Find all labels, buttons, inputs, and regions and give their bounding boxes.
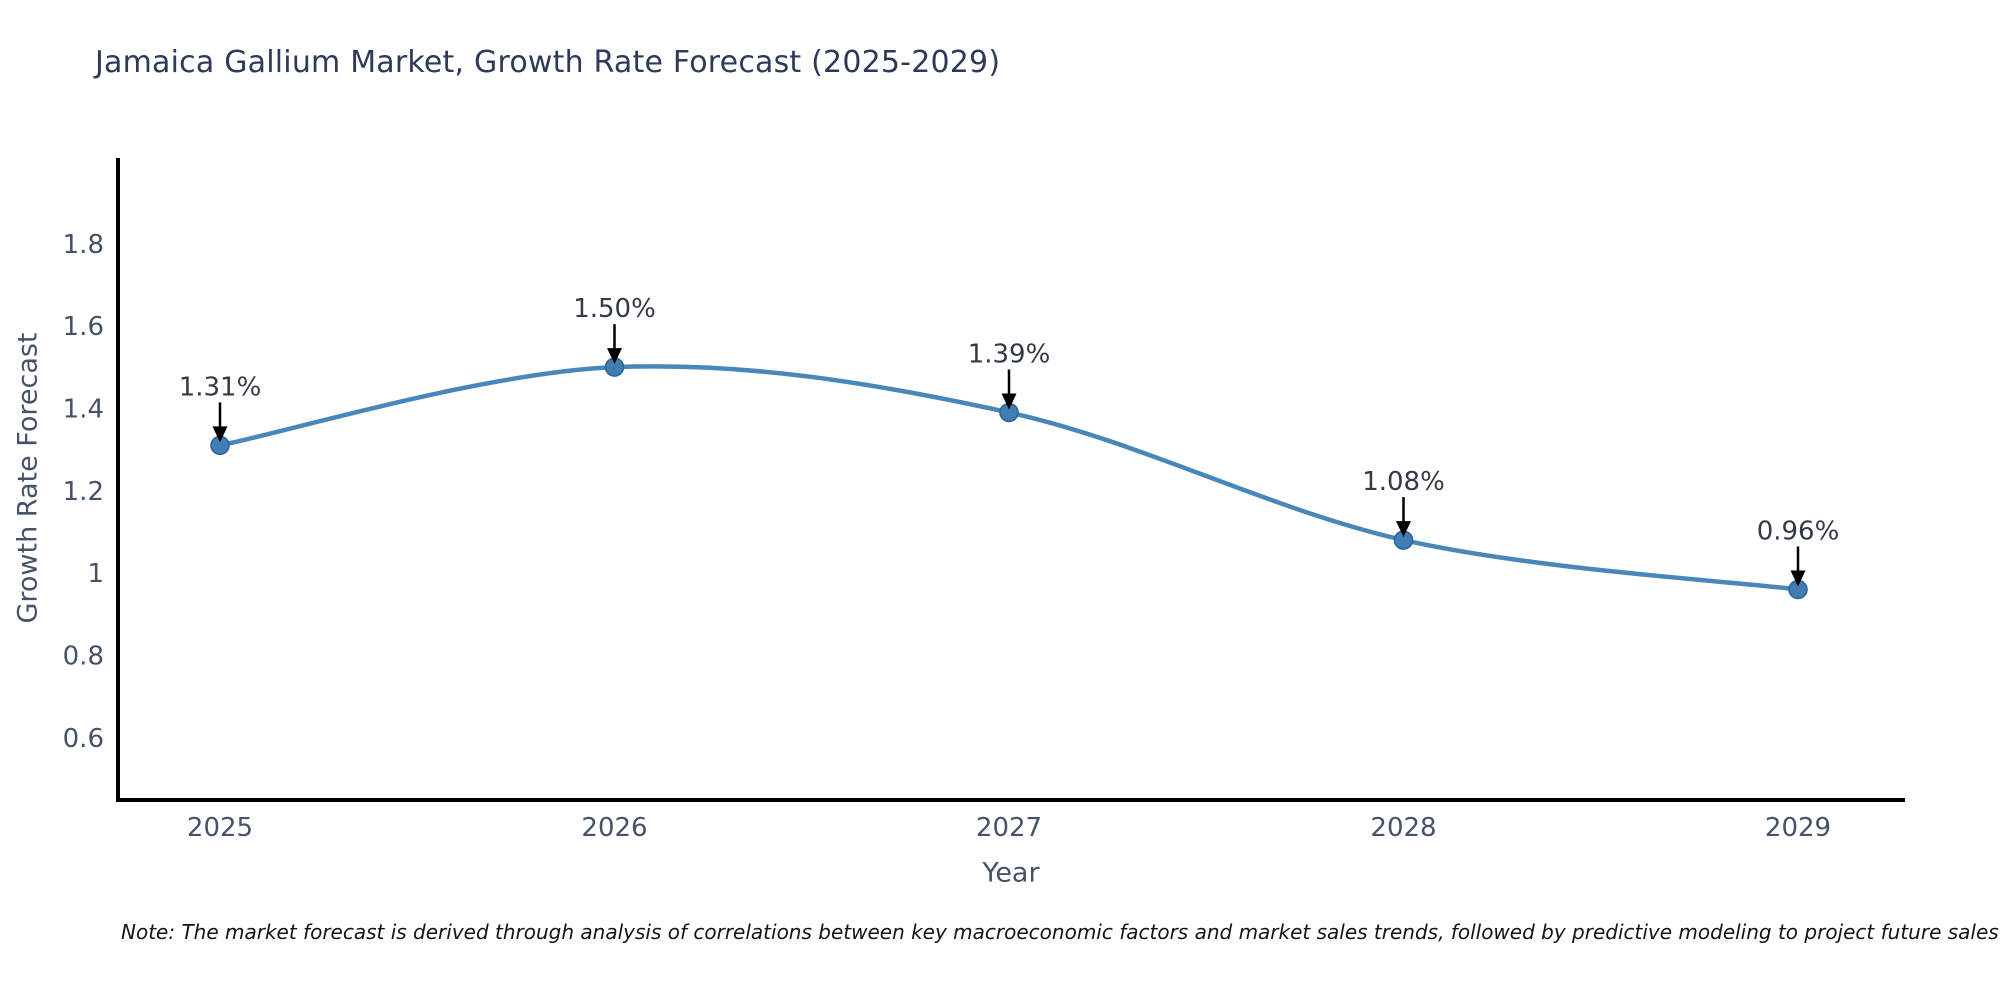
- data-point-label: 1.39%: [968, 339, 1051, 369]
- y-tick-label: 1.4: [63, 394, 104, 424]
- data-point-label: 1.50%: [573, 294, 656, 324]
- x-tick-label: 2029: [1765, 813, 1831, 843]
- annotation-arrowhead: [1790, 570, 1806, 587]
- x-tick-label: 2026: [581, 813, 647, 843]
- data-point-label: 1.08%: [1362, 467, 1445, 497]
- x-axis-label: Year: [982, 857, 1040, 889]
- x-tick-label: 2028: [1370, 813, 1436, 843]
- annotation-arrowhead: [212, 426, 228, 443]
- y-tick-label: 1.2: [63, 477, 104, 507]
- data-point-label: 0.96%: [1757, 516, 1840, 546]
- y-tick-label: 0.6: [63, 724, 104, 754]
- y-tick-label: 1.8: [63, 230, 104, 260]
- x-tick-label: 2027: [976, 813, 1042, 843]
- footnote-text: Note: The market forecast is derived thr…: [121, 920, 1999, 944]
- annotation-arrowhead: [1396, 521, 1411, 538]
- y-tick-label: 1: [87, 559, 104, 589]
- annotation-arrowhead: [607, 348, 622, 365]
- annotation-arrowhead: [1001, 393, 1017, 410]
- chart-title: Jamaica Gallium Market, Growth Rate Fore…: [95, 45, 1001, 80]
- y-tick-label: 0.8: [63, 641, 104, 671]
- y-tick-label: 1.6: [63, 312, 104, 342]
- x-tick-label: 2025: [187, 813, 253, 843]
- data-point-label: 1.31%: [179, 372, 262, 402]
